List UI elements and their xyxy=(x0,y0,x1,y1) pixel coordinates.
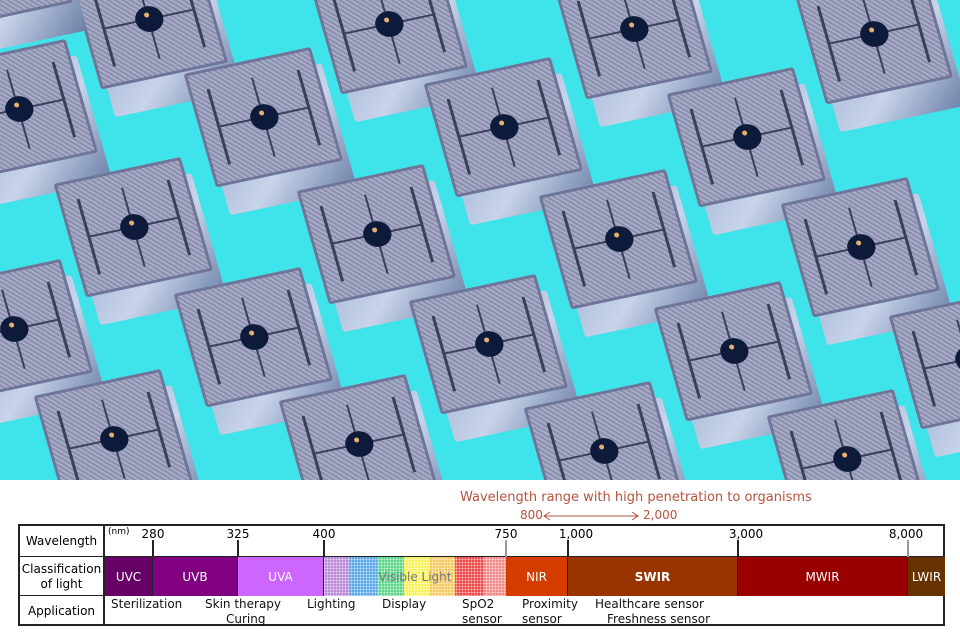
chip xyxy=(423,56,598,226)
app-spo2: SpO2 xyxy=(462,597,495,611)
tick-mark xyxy=(737,540,739,557)
unit-label: (nm) xyxy=(108,527,130,537)
tick-label: 1,000 xyxy=(558,527,594,541)
chip xyxy=(666,66,841,236)
chip xyxy=(0,0,88,58)
app-sterilization: Sterilization xyxy=(111,597,183,611)
chip xyxy=(183,46,358,216)
chip xyxy=(53,156,228,326)
band-uvc: UVC xyxy=(105,557,153,596)
tick-mark xyxy=(152,540,154,557)
tick-mark xyxy=(907,540,909,557)
app-healthcare-sensor: Healthcare sensor xyxy=(595,597,704,611)
double-arrow-icon xyxy=(543,511,639,521)
row-label-classification: Classification of light xyxy=(20,557,105,596)
chip-array-photo xyxy=(0,0,960,480)
band-uvb: UVB xyxy=(153,557,238,596)
band-swir: SWIR xyxy=(568,557,738,596)
app-lighting: Lighting xyxy=(307,597,356,611)
penetration-from: 800 xyxy=(520,508,543,522)
chip xyxy=(538,168,713,338)
chip xyxy=(780,176,955,346)
band-lwir: LWIR xyxy=(908,557,945,596)
penetration-to: 2,000 xyxy=(643,508,678,522)
chip xyxy=(0,38,113,208)
app-display: Display xyxy=(382,597,427,611)
tick-label: 3,000 xyxy=(728,527,764,541)
band-visible-light: Visible Light xyxy=(324,557,506,596)
chip xyxy=(296,163,471,333)
tick-label: 400 xyxy=(312,527,336,541)
wavelength-diagram: Wavelength range with high penetration t… xyxy=(0,480,960,640)
band-mwir: MWIR xyxy=(738,557,908,596)
tick-mark xyxy=(567,540,569,557)
tick-label: 325 xyxy=(226,527,250,541)
chip xyxy=(793,0,960,133)
app-freshness-sensor: Freshness sensor xyxy=(607,612,711,626)
app-spo2-sensor: sensor xyxy=(462,612,502,626)
penetration-title: Wavelength range with high penetration t… xyxy=(460,490,812,505)
tick-mark xyxy=(237,540,239,557)
tick-mark xyxy=(505,540,507,557)
spectrum-table: Wavelength Classification of light Appli… xyxy=(18,524,945,626)
band-uva: UVA xyxy=(238,557,324,596)
app-curing: Curing xyxy=(226,612,266,626)
tick-label: 8,000 xyxy=(888,527,924,541)
tick-label: 280 xyxy=(141,527,165,541)
row-label-wavelength: Wavelength xyxy=(20,526,105,557)
divider xyxy=(20,556,943,557)
app-skin-therapy: Skin therapy xyxy=(205,597,282,611)
tick-label: 750 xyxy=(494,527,518,541)
tick-mark xyxy=(323,540,325,557)
row-label-application: Application xyxy=(20,596,105,626)
app-proximity-sensor: sensor xyxy=(522,612,562,626)
band-nir: NIR xyxy=(506,557,568,596)
app-proximity: Proximity xyxy=(522,597,578,611)
